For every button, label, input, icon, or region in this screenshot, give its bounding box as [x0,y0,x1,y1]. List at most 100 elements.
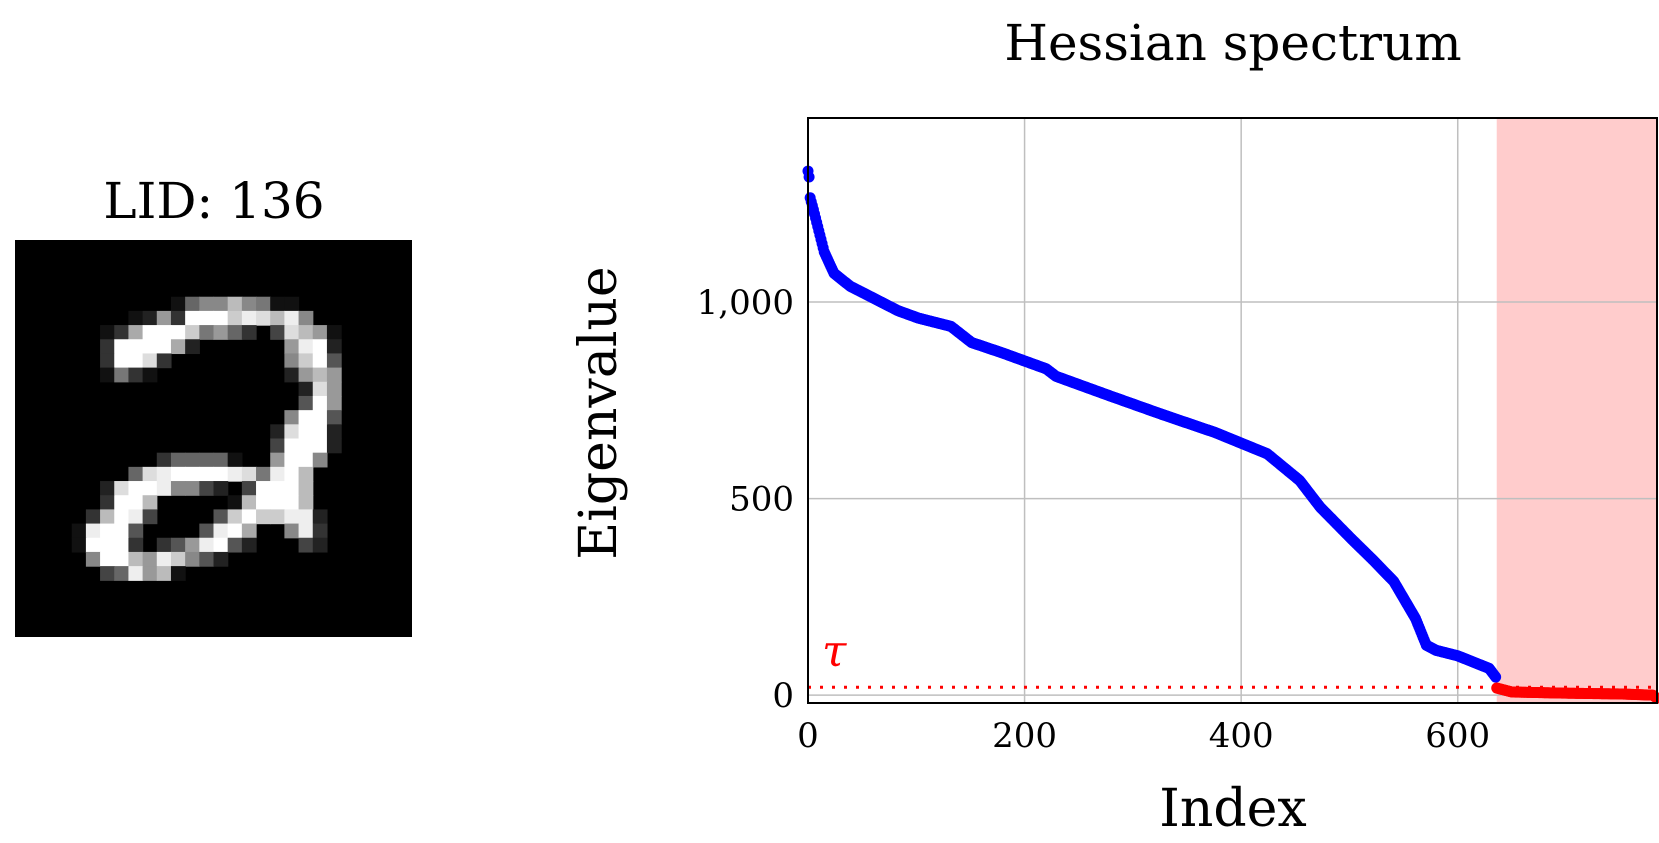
image-pixel [114,537,130,553]
image-pixel [227,537,243,553]
image-pixel [128,509,144,525]
image-pixel [213,537,229,553]
image-pixel [298,481,314,496]
image-pixel [284,296,300,312]
image-pixel [100,481,115,496]
image-pixel [100,509,115,525]
image-pixel [298,410,314,425]
shaded-region [1496,118,1657,703]
image-pixel [71,537,87,553]
image-pixel [312,395,328,411]
image-pixel [213,310,229,326]
series-below-threshold [1491,682,1659,704]
y-tick-label: 500 [729,480,794,520]
image-pixel [312,523,328,539]
image-pixel [199,310,215,326]
image-pixel [270,481,285,496]
image-pixel [298,466,314,482]
image-pixel [326,410,342,425]
image-pixel [298,509,314,525]
image-pixel [199,452,215,468]
image-pixel [284,367,300,383]
image-pixel [298,523,314,539]
image-pixel [114,367,130,383]
image-pixel [312,438,328,454]
image-pixel [298,367,314,383]
image-pixel [142,339,158,355]
image-pixel [241,310,257,326]
image-title: LID: 136 [103,172,324,230]
image-pixel [298,424,314,440]
image-pixel [199,481,215,496]
image-pixel [114,523,130,539]
image-pixel [156,325,172,340]
image-pixel [284,481,300,496]
y-axis-label: Eigenvalue [569,266,629,559]
image-pixel [199,537,215,553]
image-pixel [270,452,285,468]
image-pixel [142,566,158,581]
image-pixel [71,523,87,539]
image-pixel [241,466,257,482]
image-pixel [100,325,115,340]
image-pixel [199,325,215,340]
image-pixel [227,509,243,525]
image-pixel [284,466,300,482]
image-pixel [128,495,144,510]
image-pixel [227,452,243,468]
series-above-threshold [802,165,1502,683]
image-pixel [312,353,328,369]
image-pixel [241,481,257,496]
image-pixel [256,296,271,312]
image-pixel [199,551,215,567]
image-pixel [100,495,115,510]
image-pixel [114,353,130,369]
image-pixel [284,509,300,525]
image-pixel [284,410,300,425]
image-pixel [213,325,229,340]
image-pixel [85,509,101,525]
image-pixel [284,452,300,468]
image-pixel [185,325,200,340]
eigenvalue-point [1490,671,1502,683]
image-pixel [142,481,158,496]
image-pixel [270,296,285,312]
image-pixel [213,481,229,496]
image-pixel [213,452,229,468]
image-pixel [298,325,314,340]
x-axis-label: Index [1159,779,1306,839]
image-pixel [284,353,300,369]
image-pixel [142,325,158,340]
image-pixel [326,325,342,340]
image-pixel [213,296,229,312]
image-pixel [156,353,172,369]
chart-title: Hessian spectrum [1004,14,1461,72]
image-pixel [213,509,229,525]
image-pixel [142,367,158,383]
image-pixel [326,367,342,383]
threshold-label: τ [822,626,847,677]
image-pixel [326,381,342,397]
image-pixel [156,551,172,567]
image-pixel [170,566,186,581]
image-pixel [256,495,271,510]
image-pixel [326,438,342,454]
image-pixel [100,537,115,553]
image-pixel [270,310,285,326]
image-pixel [156,466,172,482]
image-pixel [298,537,314,553]
image-pixel [312,381,328,397]
image-pixel [312,537,328,553]
image-pixel [156,310,172,326]
image-pixel [156,566,172,581]
image-pixel [241,325,257,340]
image-pixel [142,466,158,482]
image-pixel [284,495,300,510]
image-pixel [100,566,115,581]
image-pixel [128,310,144,326]
image-pixel [142,353,158,369]
image-pixel [284,424,300,440]
image-pixel [312,325,328,340]
image-pixel [298,438,314,454]
image-pixel [241,296,257,312]
